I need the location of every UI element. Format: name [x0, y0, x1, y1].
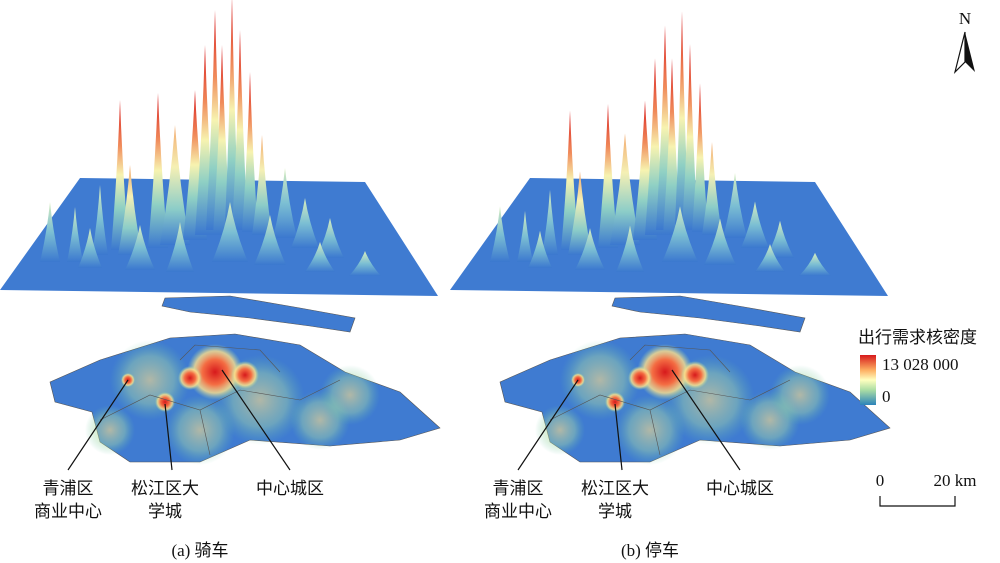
- density-peak: [682, 44, 698, 230]
- density-peak: [349, 251, 381, 276]
- north-arrow-left: [953, 31, 966, 74]
- district-boundary: [549, 344, 791, 456]
- place-label: 中心城区: [256, 479, 324, 498]
- place-label: 学城: [148, 502, 182, 521]
- legend-min: 0: [882, 387, 891, 406]
- density-peak: [78, 228, 102, 268]
- density-peak: [598, 103, 618, 248]
- density-peak: [232, 30, 248, 230]
- place-label: 青浦区: [493, 479, 544, 498]
- scale-end: 20 km: [934, 471, 977, 490]
- density-peak: [242, 72, 258, 232]
- density-peak: [704, 218, 736, 265]
- scale-start: 0: [876, 471, 885, 490]
- density-peak: [517, 210, 533, 262]
- density-peak: [316, 218, 344, 258]
- density-peak: [254, 215, 286, 265]
- density-peak: [692, 83, 708, 232]
- density-peak: [766, 220, 794, 258]
- density-peak: [213, 45, 231, 235]
- density-peak: [118, 165, 142, 255]
- leader-line: [614, 403, 623, 471]
- leader-line: [67, 379, 129, 471]
- density-peak: [755, 244, 785, 272]
- place-label: 商业中心: [34, 502, 102, 521]
- density-peak: [160, 125, 190, 245]
- density-spot: [615, 395, 685, 465]
- scale-bar: [879, 496, 956, 507]
- density-peak: [166, 222, 194, 272]
- legend-max: 13 028 000: [882, 355, 959, 374]
- density-peak: [252, 135, 272, 235]
- place-label: 中心城区: [706, 479, 774, 498]
- density-peak: [40, 202, 60, 262]
- hotspot: [231, 361, 259, 389]
- density-peak: [111, 100, 129, 250]
- leader-line: [221, 369, 291, 471]
- density-spot: [85, 405, 135, 455]
- island: [161, 295, 356, 333]
- place-label: 松江区大: [131, 479, 199, 498]
- district-boundary: [99, 344, 341, 456]
- leader-line: [164, 403, 173, 471]
- leader-line: [671, 369, 741, 471]
- hotspot: [637, 344, 693, 400]
- density-peak: [305, 242, 335, 272]
- density-peak: [212, 202, 248, 262]
- legend-title: 出行需求核密度: [858, 328, 977, 347]
- density-peak: [561, 110, 579, 250]
- north-arrow-right: [965, 32, 975, 72]
- density-peak: [148, 93, 168, 248]
- density-peak: [610, 133, 640, 245]
- hotspot: [605, 392, 625, 412]
- hotspot: [155, 392, 175, 412]
- density-spot: [165, 395, 235, 465]
- density-peak: [702, 142, 722, 235]
- density-spot: [535, 405, 585, 455]
- density-peak: [616, 225, 644, 272]
- hotspot: [178, 366, 202, 390]
- hotspot: [628, 366, 652, 390]
- place-label: 商业中心: [484, 502, 552, 521]
- density-spot: [770, 365, 830, 425]
- density-peak: [741, 201, 769, 248]
- density-peak: [723, 172, 747, 238]
- north-label: N: [959, 9, 971, 28]
- place-label: 青浦区: [43, 479, 94, 498]
- density-peak: [291, 198, 319, 248]
- density-peak: [125, 225, 155, 270]
- density-peak: [542, 189, 558, 255]
- hotspot: [187, 344, 243, 400]
- legend-ramp: [860, 355, 876, 405]
- density-peak: [799, 252, 831, 276]
- density-peak: [568, 171, 592, 255]
- density-spot: [320, 365, 380, 425]
- place-label: 学城: [598, 502, 632, 521]
- panel-caption: (b) 停车: [621, 541, 679, 560]
- hotspot: [681, 361, 709, 389]
- density-peak: [528, 230, 552, 268]
- density-peak: [273, 168, 297, 238]
- place-label: 松江区大: [581, 479, 649, 498]
- density-peak: [662, 206, 698, 262]
- panel-caption: (a) 骑车: [171, 541, 228, 560]
- density-peak: [490, 206, 510, 262]
- leader-line: [517, 379, 579, 471]
- density-peak: [92, 185, 108, 255]
- density-peak: [67, 207, 83, 262]
- island: [611, 295, 806, 333]
- density-peak: [575, 228, 605, 270]
